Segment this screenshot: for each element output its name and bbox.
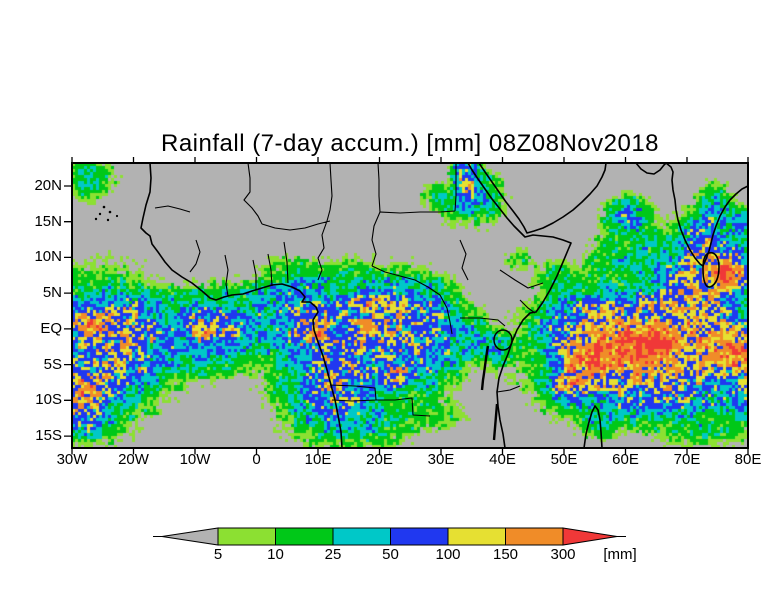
colorbar-tick-label-300: 300: [550, 546, 576, 563]
x-tick-label-80E: 80E: [734, 451, 762, 468]
y-tick-label-10N: 10N: [34, 248, 62, 266]
colorbar-tick-label-150: 150: [492, 546, 519, 563]
colorbar-seg-4: [447, 527, 506, 546]
colorbar-tick-label-5: 5: [213, 546, 223, 563]
colorbar-seg-1: [275, 527, 334, 546]
x-tick-label-20W: 20W: [118, 451, 149, 468]
x-tick-label-10W: 10W: [179, 451, 211, 468]
rainfall-raster: [72, 163, 748, 448]
colorbar-over-arrow: [562, 527, 618, 546]
colorbar-seg-2: [332, 527, 391, 546]
x-tick-label-30E: 30E: [427, 451, 455, 468]
colorbar-tick-label-100: 100: [435, 546, 461, 563]
y-tick-label-10S: 10S: [35, 391, 62, 409]
y-tick-label-20N: 20N: [34, 177, 62, 194]
x-tick-label-50E: 50E: [550, 451, 578, 468]
y-tick-label-EQ: EQ: [40, 319, 62, 337]
x-tick-label-10E: 10E: [304, 451, 332, 468]
y-tick-label-15S: 15S: [35, 427, 62, 445]
x-tick-label-60E: 60E: [612, 451, 639, 468]
colorbar-tick-label-10: 10: [267, 546, 284, 563]
x-tick-label-40E: 40E: [489, 451, 516, 468]
colorbar-tick-label-25: 25: [324, 546, 342, 563]
colorbar-seg-3: [390, 527, 449, 546]
colorbar: [153, 527, 626, 546]
plot-title: Rainfall (7-day accum.) [mm] 08Z08Nov201…: [160, 130, 660, 157]
y-tick-label-5S: 5S: [43, 355, 62, 373]
y-tick-label-15N: 15N: [34, 212, 62, 230]
colorbar-seg-0: [217, 527, 276, 546]
colorbar-tick-label-50: 50: [382, 546, 399, 563]
colorbar-unit-label: [mm]: [603, 546, 637, 563]
colorbar-under-arrow: [161, 527, 219, 546]
x-tick-label-0: 0: [252, 451, 261, 468]
x-tick-label-20E: 20E: [366, 451, 393, 468]
x-tick-label-70E: 70E: [673, 451, 701, 468]
colorbar-seg-5: [505, 527, 564, 546]
y-tick-label-5N: 5N: [42, 284, 62, 302]
x-tick-label-30W: 30W: [56, 451, 88, 468]
